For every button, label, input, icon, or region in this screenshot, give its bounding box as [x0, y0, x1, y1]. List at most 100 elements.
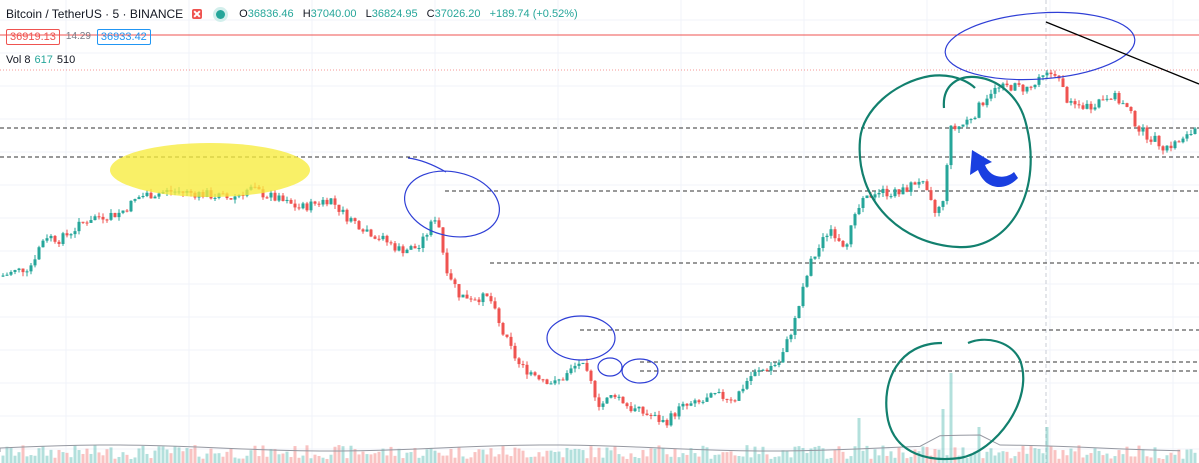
- marker-circle: [597, 357, 623, 377]
- volume-bar: [69, 457, 73, 463]
- volume-bar: [1193, 452, 1197, 463]
- candle-body: [721, 391, 725, 399]
- candle-body: [569, 368, 573, 374]
- volume-bar: [89, 453, 93, 463]
- volume-bar: [101, 455, 105, 463]
- symbol-title[interactable]: Bitcoin / TetherUS · 5 · BINANCE: [6, 7, 184, 21]
- candle-body: [909, 182, 913, 192]
- candle-body: [1073, 101, 1077, 105]
- volume-bar: [601, 457, 605, 463]
- candle-body: [269, 192, 273, 198]
- volume-ma: 510: [56, 54, 76, 66]
- volume-bar: [413, 447, 417, 463]
- volume-bar: [861, 450, 865, 463]
- candle-body: [53, 235, 57, 242]
- volume-bar: [249, 450, 253, 463]
- candle-body: [133, 199, 137, 201]
- volume-bar: [433, 450, 437, 463]
- candle-body: [393, 243, 397, 251]
- candle-body: [361, 229, 365, 232]
- volume-bar: [173, 446, 177, 463]
- candle-body: [589, 370, 593, 381]
- sell-price-button[interactable]: 36919.13: [6, 28, 60, 45]
- volume-bar: [529, 456, 533, 463]
- close-icon[interactable]: [192, 9, 203, 19]
- candle-body: [933, 199, 937, 213]
- volume-bar: [1185, 449, 1189, 463]
- candle-body: [969, 119, 973, 121]
- volume-bar: [729, 451, 733, 463]
- candle-body: [657, 414, 661, 422]
- candle-body: [109, 212, 113, 220]
- marker-circle: [621, 358, 659, 384]
- candle-body: [97, 216, 101, 218]
- volume-bar: [953, 447, 957, 463]
- volume-bar: [53, 457, 57, 463]
- annotations: [110, 11, 1199, 461]
- volume-bar: [789, 457, 793, 463]
- volume-bar: [561, 457, 565, 463]
- candle-body: [621, 396, 625, 404]
- candle-body: [693, 400, 697, 404]
- volume-bar: [313, 454, 317, 463]
- candle-body: [925, 181, 929, 191]
- candle-body: [601, 403, 605, 407]
- candle-body: [417, 248, 421, 250]
- volume-bar: [753, 446, 757, 463]
- candle-body: [749, 376, 753, 381]
- candle-body: [461, 294, 465, 298]
- candle-body: [857, 207, 861, 215]
- volume-bar: [1161, 458, 1165, 463]
- candle-body: [845, 244, 849, 247]
- volume-bar: [133, 457, 137, 463]
- volume-bar: [221, 456, 225, 463]
- volume-bar: [177, 447, 181, 463]
- candle-body: [985, 98, 989, 106]
- volume-bar: [653, 448, 657, 463]
- buy-price-button[interactable]: 36933.42: [96, 28, 151, 45]
- candle-body: [1025, 86, 1029, 92]
- candle-body: [537, 375, 541, 380]
- candle-body: [765, 369, 769, 371]
- candle-body: [485, 293, 489, 297]
- volume-bar: [985, 451, 989, 463]
- candle-body: [1185, 134, 1189, 139]
- volume-bar: [281, 453, 285, 463]
- candle-body: [1081, 105, 1085, 109]
- candle-body: [641, 406, 645, 414]
- volume-bar: [625, 458, 629, 463]
- candle-body: [105, 219, 109, 221]
- candle-body: [445, 252, 449, 274]
- candle-body: [449, 273, 453, 280]
- volume-bar: [297, 457, 301, 463]
- candle-body: [805, 275, 809, 287]
- trend-line: [1045, 21, 1199, 85]
- candle-body: [301, 203, 305, 209]
- volume-bar: [1017, 451, 1021, 463]
- candle-body: [345, 209, 349, 222]
- volume-bar: [333, 446, 337, 463]
- candle-body: [961, 124, 965, 127]
- volume-bar: [1069, 448, 1073, 463]
- volume-bar: [757, 454, 761, 463]
- candle-body: [377, 238, 381, 240]
- candle-body: [1105, 98, 1109, 100]
- volume-bar: [1169, 452, 1173, 463]
- candle-body: [1097, 99, 1101, 108]
- candle-body: [349, 218, 353, 222]
- volume-bar: [933, 449, 937, 463]
- volume-bar: [1137, 445, 1141, 463]
- candle-body: [1149, 139, 1153, 142]
- volume-bar: [721, 452, 725, 463]
- volume-bar: [209, 448, 213, 463]
- candle-body: [49, 235, 53, 239]
- candle-body: [1137, 126, 1141, 132]
- volume-bar: [493, 456, 497, 463]
- candle-body: [817, 248, 821, 257]
- candle-body: [829, 229, 833, 236]
- volume-bar: [1041, 453, 1045, 463]
- volume-bar: [937, 449, 941, 463]
- volume-bar: [425, 449, 429, 463]
- candle-body: [745, 380, 749, 389]
